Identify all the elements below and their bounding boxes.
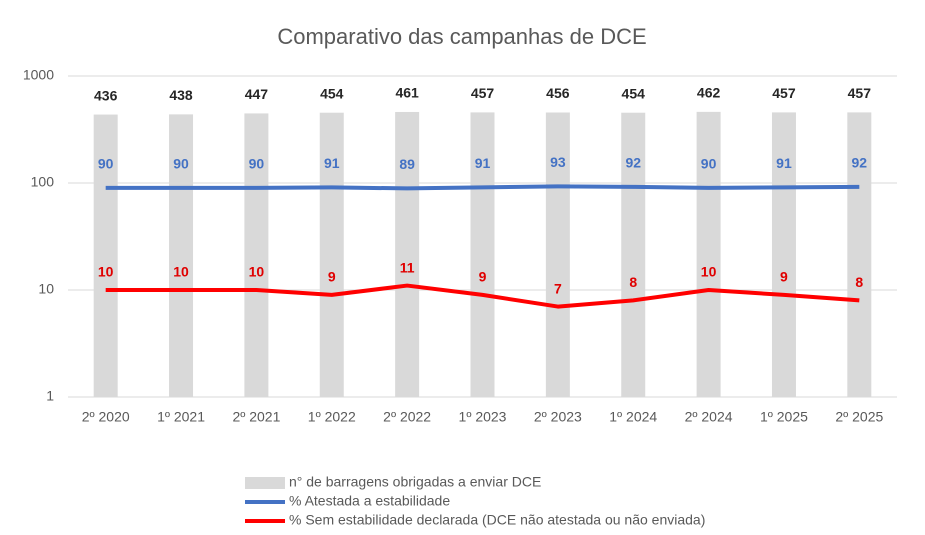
bar [470,112,495,397]
data-label: 10 [98,264,114,280]
x-tick-label: 1º 2024 [609,409,657,425]
bar [169,114,194,397]
data-label: 457 [471,85,495,101]
data-label: 90 [98,156,114,172]
legend-label: % Atestada a estabilidade [289,493,450,509]
legend-label: % Sem estabilidade declarada (DCE não at… [289,512,705,528]
bar [319,112,344,398]
x-tick-label: 1º 2023 [459,409,507,425]
x-tick-label: 2º 2022 [383,409,431,425]
bar [696,111,721,398]
legend-swatch [245,477,285,489]
x-tick-label: 2º 2020 [82,409,130,425]
data-label: 91 [324,155,340,171]
data-label: 454 [622,85,646,101]
data-label: 91 [776,155,792,171]
y-tick-label: 1000 [23,67,54,83]
data-label: 90 [249,156,265,172]
bar [395,111,420,397]
x-tick-label: 1º 2021 [157,409,205,425]
data-label: 91 [475,155,491,171]
bar [545,112,570,398]
bar [621,112,646,398]
data-label: 8 [855,274,863,290]
data-label: 462 [697,85,721,101]
bar [244,113,269,398]
data-label: 9 [328,269,336,285]
data-label: 90 [173,156,189,172]
data-label: 10 [249,264,265,280]
bar [771,112,796,397]
line [105,184,860,191]
y-tick-label: 100 [31,174,55,190]
data-label: 457 [772,85,796,101]
x-tick-label: 1º 2025 [760,409,808,425]
y-tick-label: 1 [46,388,54,404]
data-label: 457 [848,85,872,101]
chart-title: Comparativo das campanhas de DCE [277,24,646,49]
data-label: 93 [550,154,566,170]
data-label: 438 [169,87,193,103]
y-tick-label: 10 [38,281,54,297]
data-label: 461 [395,85,419,101]
data-label: 11 [400,259,415,275]
x-tick-label: 2º 2021 [232,409,280,425]
data-label: 92 [852,155,868,171]
x-tick-label: 2º 2024 [685,409,733,425]
data-label: 436 [94,87,118,103]
bar [847,112,872,397]
data-label: 454 [320,85,344,101]
data-label: 9 [780,269,788,285]
data-label: 8 [629,274,637,290]
legend-label: n° de barragens obrigadas a enviar DCE [289,474,541,490]
data-label: 447 [245,86,269,102]
data-label: 10 [701,264,717,280]
x-tick-label: 2º 2023 [534,409,582,425]
x-tick-label: 1º 2022 [308,409,356,425]
data-label: 89 [399,156,415,172]
data-label: 10 [173,264,189,280]
line [105,283,860,309]
data-label: 9 [479,269,487,285]
data-label: 456 [546,85,570,101]
data-label: 90 [701,156,717,172]
bar [93,114,118,397]
data-label: 7 [554,280,562,296]
x-tick-label: 2º 2025 [835,409,883,425]
data-label: 92 [625,155,641,171]
